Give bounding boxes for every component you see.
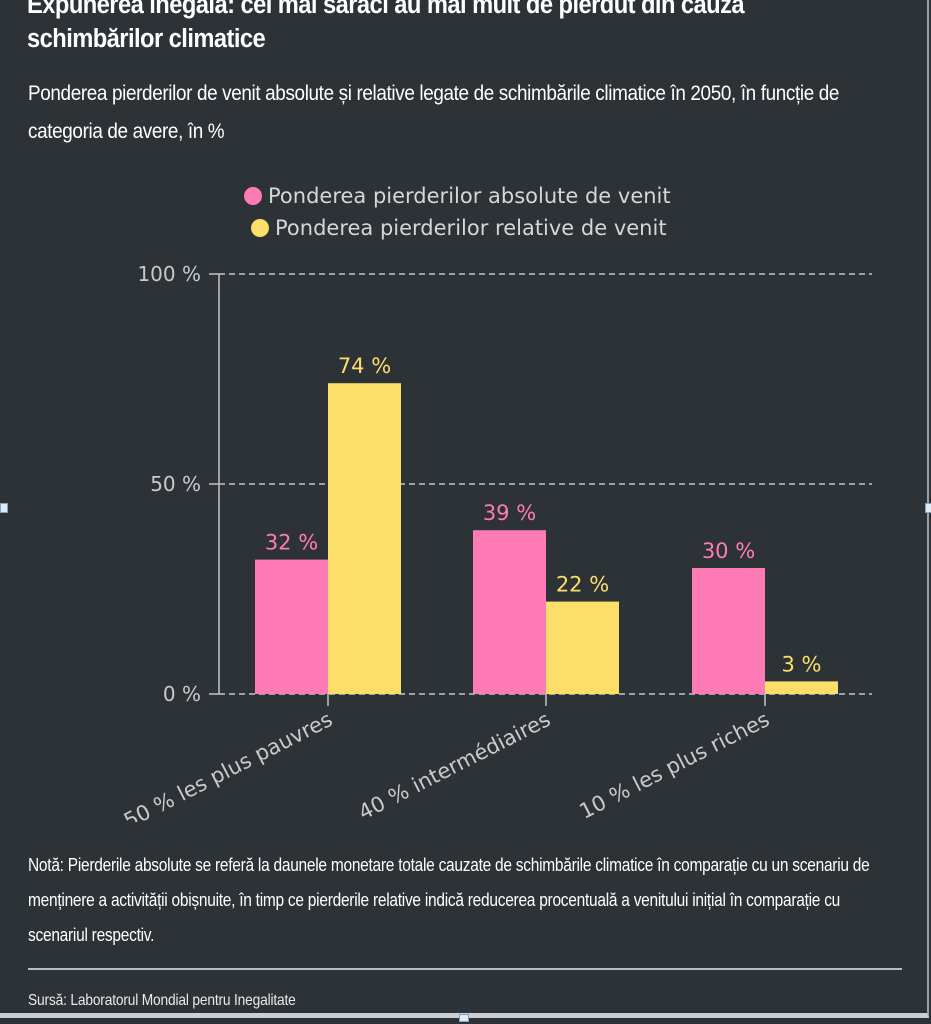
legend-item-absolute[interactable]: Ponderea pierderilor absolute de venit bbox=[244, 180, 671, 212]
data-label-relative: 22 % bbox=[556, 573, 609, 597]
bar-absolute bbox=[692, 568, 765, 694]
chart-title: Expunerea inegală: cei mai săraci au mai… bbox=[27, 0, 745, 53]
legend: Ponderea pierderilor absolute de venit P… bbox=[244, 180, 671, 244]
x-tick-label: 10 % les plus riches bbox=[576, 707, 774, 824]
resize-handle-right[interactable] bbox=[925, 503, 931, 513]
legend-swatch-absolute bbox=[244, 187, 262, 205]
labels: 0 % 50 % 100 % 32 % 74 % 50 % les plus pauvre… bbox=[120, 262, 822, 833]
legend-swatch-relative bbox=[251, 219, 269, 237]
data-label-relative: 74 % bbox=[338, 354, 391, 378]
data-label-relative: 3 % bbox=[782, 652, 822, 676]
divider bbox=[28, 968, 902, 970]
legend-label-relative: Ponderea pierderilor relative de venit bbox=[275, 216, 667, 240]
y-tick-label: 50 % bbox=[150, 472, 201, 496]
x-tick-label: 50 % les plus pauvres bbox=[120, 707, 336, 833]
y-tick-label: 0 % bbox=[163, 682, 201, 706]
bar-relative bbox=[328, 383, 401, 694]
chart-subtitle: Ponderea pierderilor de venit absolute ș… bbox=[28, 82, 840, 143]
resize-handle-left[interactable] bbox=[0, 503, 8, 513]
legend-item-relative[interactable]: Ponderea pierderilor relative de venit bbox=[251, 212, 671, 244]
x-tick-label: 40 % intermédiaires bbox=[355, 707, 555, 825]
data-label-absolute: 32 % bbox=[265, 531, 318, 555]
bar-absolute bbox=[255, 559, 328, 694]
data-label-absolute: 30 % bbox=[702, 539, 755, 563]
y-tick-label: 100 % bbox=[137, 262, 201, 286]
axes bbox=[209, 273, 766, 706]
chart-source: Sursă: Laboratorul Mondial pentru Inegal… bbox=[28, 992, 296, 1009]
bars bbox=[255, 383, 838, 694]
resize-handle-bottom[interactable] bbox=[459, 1014, 469, 1022]
bar-relative bbox=[546, 601, 619, 694]
chart-note: Notă: Pierderile absolute se referă la d… bbox=[28, 855, 870, 945]
bar-chart: 0 % 50 % 100 % 32 % 74 % 50 % les plus pauvre… bbox=[120, 262, 872, 833]
bar-relative bbox=[765, 681, 838, 694]
legend-label-absolute: Ponderea pierderilor absolute de venit bbox=[268, 184, 671, 208]
data-label-absolute: 39 % bbox=[483, 501, 536, 525]
bar-absolute bbox=[473, 530, 546, 694]
